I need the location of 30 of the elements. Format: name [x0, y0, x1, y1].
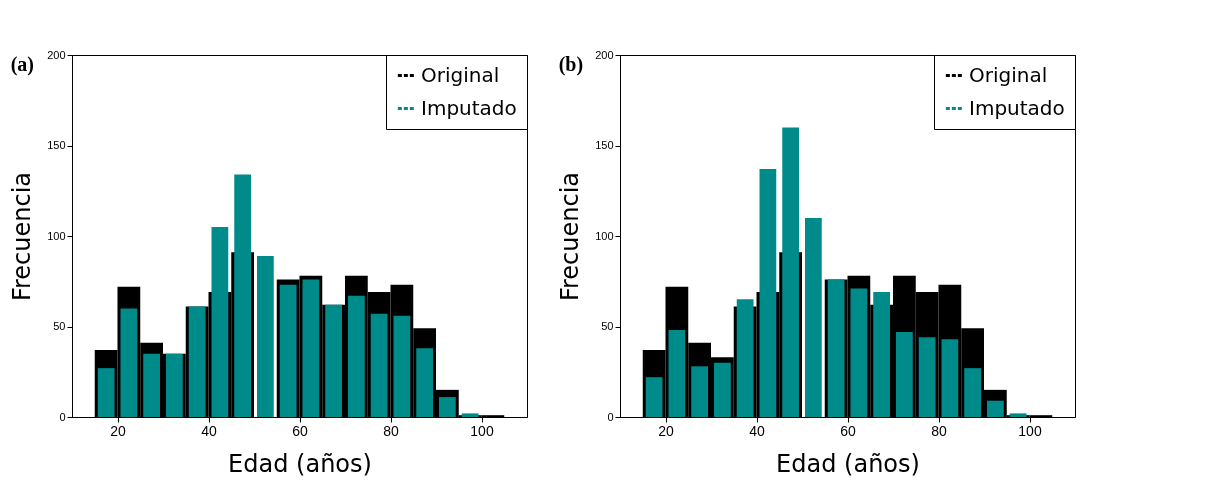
- x-axis-title: Edad (años): [228, 449, 372, 478]
- legend-label: Original: [421, 62, 500, 87]
- y-tick-label: 200: [595, 48, 614, 61]
- y-tick-label: 0: [607, 410, 614, 423]
- x-tick-label: 100: [1018, 422, 1042, 439]
- chart-title: (b): [558, 53, 584, 76]
- y-tick-label: 100: [47, 229, 66, 242]
- chart-title: (a): [10, 53, 34, 76]
- x-tick-label: 80: [383, 422, 399, 439]
- legend-label: Imputado: [969, 95, 1065, 120]
- y-tick-label: 0: [59, 410, 66, 423]
- y-tick-label: 150: [595, 139, 614, 151]
- legend-label: Original: [969, 62, 1048, 87]
- x-tick-label: 100: [470, 422, 494, 439]
- y-axis-title: Frecuencia: [8, 171, 37, 302]
- x-tick-label: 20: [658, 422, 674, 439]
- x-tick-label: 60: [292, 422, 308, 439]
- y-tick-label: 150: [47, 139, 66, 151]
- x-tick-label: 40: [201, 422, 217, 439]
- x-axis-title: Edad (años): [776, 449, 920, 478]
- y-tick-label: 100: [595, 229, 614, 242]
- x-tick-label: 20: [110, 422, 126, 439]
- x-tick-label: 60: [840, 422, 856, 439]
- y-tick-label: 50: [53, 320, 66, 332]
- legend-label: Imputado: [421, 95, 517, 120]
- x-tick-label: 40: [749, 422, 765, 439]
- x-tick-label: 80: [931, 422, 947, 439]
- y-tick-label: 200: [47, 48, 66, 61]
- y-axis-title: Frecuencia: [556, 171, 585, 302]
- y-tick-label: 50: [601, 320, 614, 332]
